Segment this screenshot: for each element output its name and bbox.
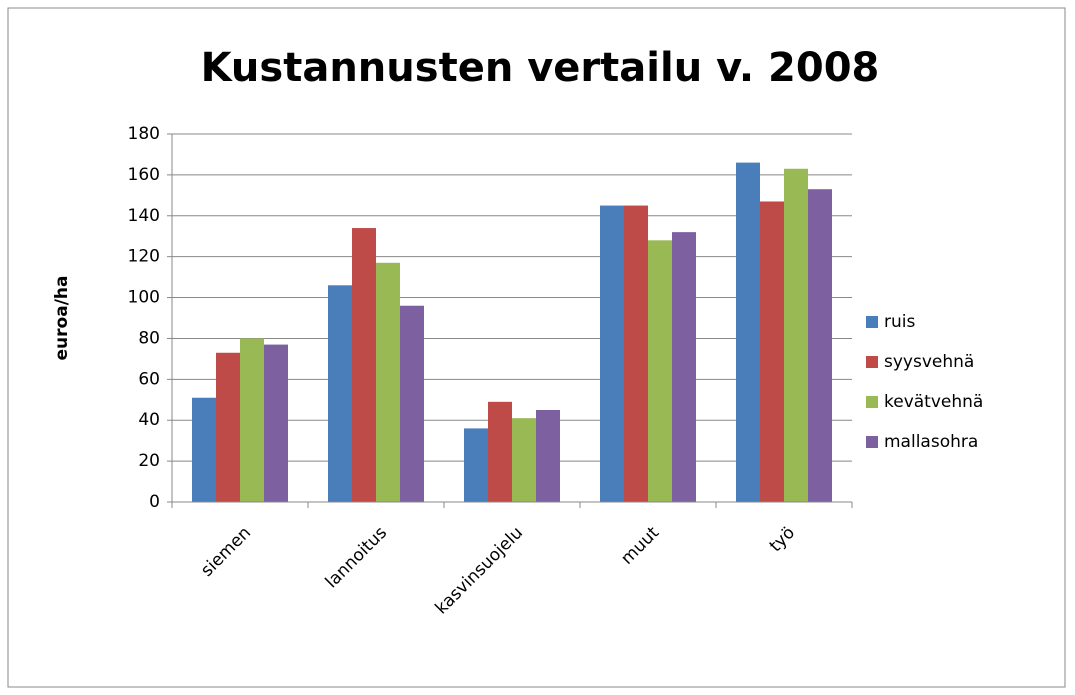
bar [760,201,784,502]
chart-title: Kustannusten vertailu v. 2008 [201,45,880,91]
bar [536,410,560,502]
bar [240,338,264,502]
y-tick-label: 120 [128,247,160,267]
y-tick-label: 100 [128,288,160,308]
bar [648,240,672,503]
bar [600,205,624,503]
y-tick-label: 180 [128,124,160,144]
legend-label: ruis [884,312,915,332]
legend-label: mallasohra [884,432,978,452]
legend-label: syysvehnä [884,352,974,372]
bar [784,168,808,502]
bar [376,262,400,502]
y-tick-label: 0 [149,492,160,512]
bar [352,228,376,503]
bar [216,352,240,502]
y-tick-label: 40 [138,410,160,430]
bar [400,305,424,502]
legend-swatch [866,316,878,328]
y-axis-title: euroa/ha [52,276,72,361]
bar [808,189,832,502]
bar [464,428,488,502]
chart-frame [7,7,1066,688]
y-tick-label: 80 [138,328,160,348]
legend-swatch [866,396,878,408]
bar [264,344,288,502]
bar [736,162,760,502]
y-tick-label: 20 [138,451,160,471]
bar [624,205,648,503]
legend-swatch [866,356,878,368]
y-tick-label: 60 [138,369,160,389]
y-tick-label: 140 [128,206,160,226]
bar [192,397,216,502]
legend-label: kevätvehnä [884,392,983,412]
legend-swatch [866,436,878,448]
bar [512,418,536,502]
bar [672,232,696,502]
y-tick-label: 160 [128,165,160,185]
bar [328,285,352,502]
bar [488,401,512,502]
